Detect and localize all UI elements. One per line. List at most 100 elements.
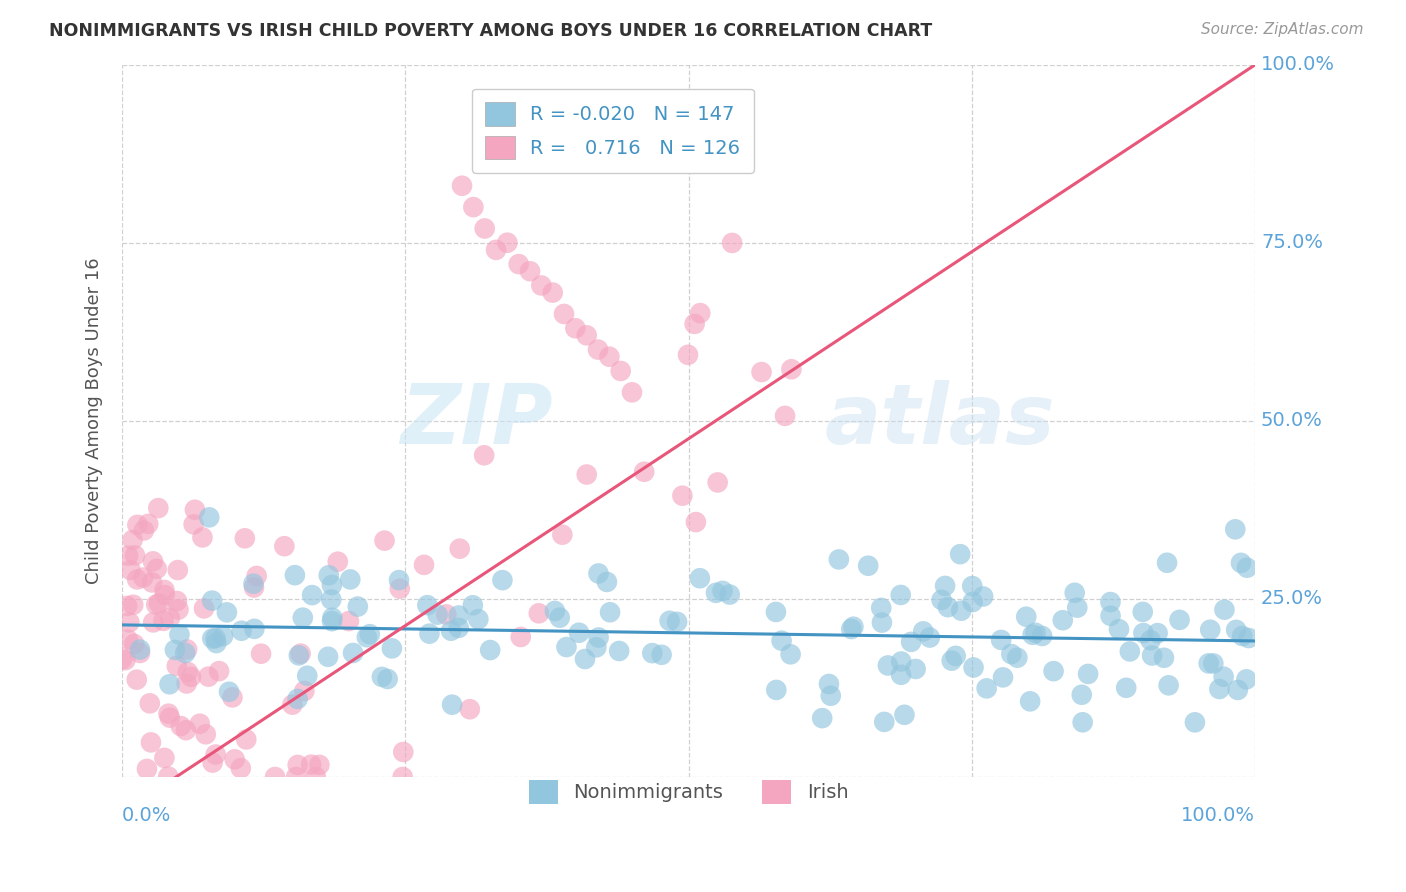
Point <box>890 655 912 669</box>
Point <box>281 698 304 712</box>
Point <box>1146 626 1168 640</box>
Point <box>159 711 181 725</box>
Point <box>339 573 361 587</box>
Text: ZIP: ZIP <box>401 380 553 461</box>
Point <box>811 711 834 725</box>
Point <box>1236 560 1258 574</box>
Point <box>166 659 188 673</box>
Point <box>111 652 134 666</box>
Point <box>586 343 609 357</box>
Point <box>299 757 322 772</box>
Point <box>711 583 734 598</box>
Point <box>201 593 224 607</box>
Point <box>912 624 935 639</box>
Point <box>1225 522 1247 536</box>
Point <box>491 573 513 587</box>
Point <box>188 716 211 731</box>
Y-axis label: Child Poverty Among Boys Under 16: Child Poverty Among Boys Under 16 <box>86 258 103 584</box>
Point <box>1132 605 1154 619</box>
Point <box>153 588 176 602</box>
Legend: Nonimmigrants, Irish: Nonimmigrants, Irish <box>515 766 862 817</box>
Point <box>176 642 198 657</box>
Point <box>145 562 167 576</box>
Point <box>818 677 841 691</box>
Point <box>945 648 967 663</box>
Point <box>1071 715 1094 730</box>
Point <box>132 570 155 584</box>
Point <box>585 640 607 655</box>
Point <box>224 752 246 766</box>
Point <box>1007 650 1029 665</box>
Point <box>413 558 436 572</box>
Point <box>212 629 235 643</box>
Point <box>842 620 865 634</box>
Point <box>449 541 471 556</box>
Point <box>166 563 188 577</box>
Point <box>163 643 186 657</box>
Point <box>1232 629 1254 643</box>
Point <box>1226 682 1249 697</box>
Point <box>991 670 1014 684</box>
Point <box>936 600 959 615</box>
Point <box>290 647 312 661</box>
Point <box>1237 631 1260 645</box>
Point <box>440 624 463 638</box>
Point <box>153 582 176 597</box>
Point <box>388 582 411 596</box>
Text: 50.0%: 50.0% <box>1261 411 1323 430</box>
Point <box>1024 625 1046 640</box>
Point <box>588 566 610 581</box>
Point <box>1052 613 1074 627</box>
Point <box>1015 609 1038 624</box>
Point <box>157 706 180 721</box>
Point <box>273 539 295 553</box>
Point <box>949 547 972 561</box>
Point <box>568 625 591 640</box>
Point <box>972 590 994 604</box>
Point <box>197 670 219 684</box>
Point <box>184 502 207 516</box>
Point <box>125 673 148 687</box>
Point <box>391 770 413 784</box>
Point <box>962 660 984 674</box>
Point <box>467 612 489 626</box>
Point <box>1063 586 1085 600</box>
Point <box>229 761 252 775</box>
Point <box>371 670 394 684</box>
Point <box>377 672 399 686</box>
Point <box>318 568 340 582</box>
Point <box>142 615 165 630</box>
Point <box>474 221 496 235</box>
Point <box>718 588 741 602</box>
Point <box>388 573 411 587</box>
Point <box>990 632 1012 647</box>
Point <box>553 307 575 321</box>
Point <box>555 640 578 654</box>
Point <box>1199 623 1222 637</box>
Point <box>287 692 309 706</box>
Point <box>1066 600 1088 615</box>
Point <box>120 563 142 577</box>
Point <box>519 264 541 278</box>
Point <box>235 732 257 747</box>
Point <box>174 723 197 738</box>
Point <box>346 599 368 614</box>
Point <box>900 635 922 649</box>
Point <box>671 489 693 503</box>
Point <box>183 517 205 532</box>
Point <box>169 627 191 641</box>
Point <box>297 669 319 683</box>
Point <box>204 747 226 762</box>
Point <box>904 662 927 676</box>
Point <box>359 627 381 641</box>
Point <box>129 642 152 657</box>
Point <box>321 614 343 628</box>
Point <box>1230 556 1253 570</box>
Point <box>321 578 343 592</box>
Point <box>574 652 596 666</box>
Point <box>145 598 167 612</box>
Point <box>231 624 253 638</box>
Point <box>651 648 673 662</box>
Point <box>893 707 915 722</box>
Point <box>136 762 159 776</box>
